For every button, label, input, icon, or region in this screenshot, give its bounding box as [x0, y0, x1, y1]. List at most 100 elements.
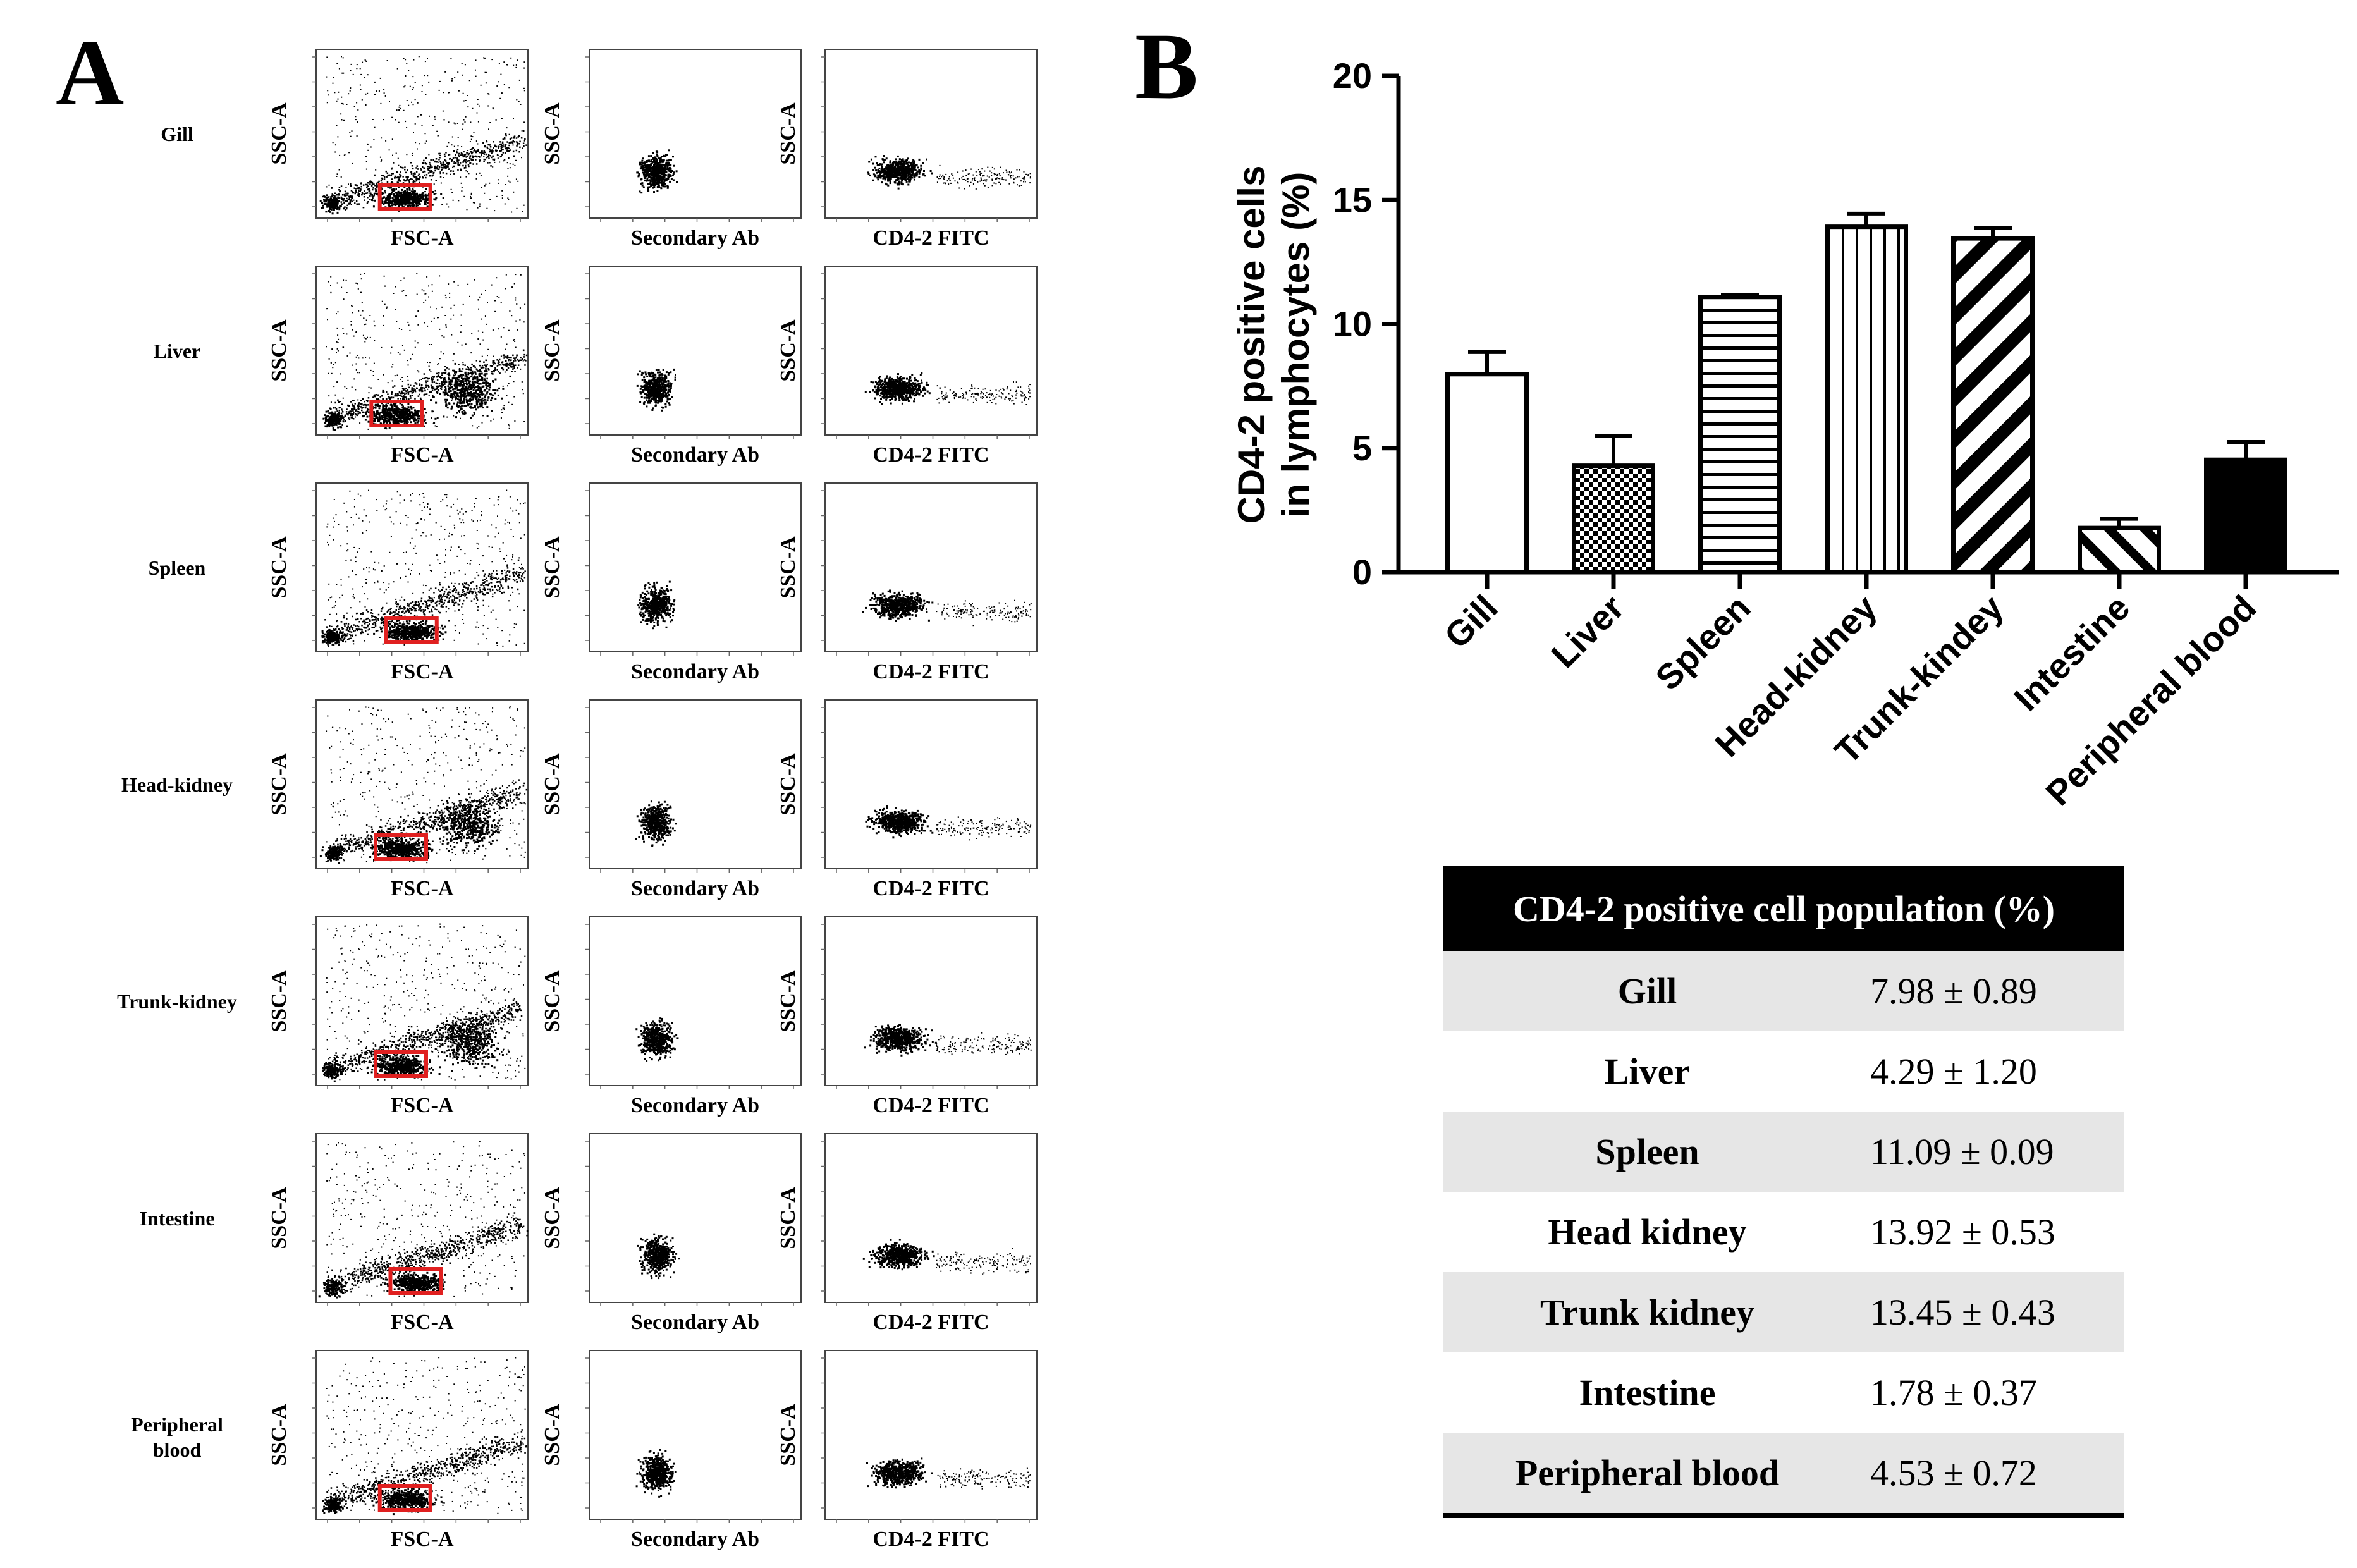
flow-plot: SSC-A CD4-2 FITC [776, 916, 1038, 1117]
flow-plot-grid: Gill SSC-A FSC-A SSC-A Secondary Ab SSC-A CD4-… [117, 49, 1038, 1551]
flow-plot: SSC-A FSC-A [267, 1133, 529, 1334]
panel-label-b: B [1135, 14, 1198, 119]
flow-y-label: SSC-A [541, 319, 564, 382]
flow-plot: SSC-A Secondary Ab [541, 1133, 802, 1334]
bar [1572, 463, 1655, 575]
flow-plot: SSC-A Secondary Ab [541, 916, 802, 1117]
flow-x-label: CD4-2 FITC [872, 226, 989, 250]
table-tissue: Gill [1443, 951, 1851, 1031]
flow-x-label: Secondary Ab [631, 226, 759, 250]
flow-plot: SSC-A CD4-2 FITC [776, 482, 1038, 683]
table-tissue: Trunk kidney [1443, 1272, 1851, 1352]
flow-plot: SSC-A FSC-A [267, 49, 529, 250]
flow-events [318, 1141, 529, 1299]
flow-y-label: SSC-A [776, 970, 800, 1032]
panel-label-a: A [56, 20, 124, 125]
flow-plot: SSC-A FSC-A [267, 916, 529, 1117]
y-tick-label: 20 [1333, 56, 1372, 95]
flow-plot-frame [824, 1350, 1038, 1520]
flow-x-label: FSC-A [390, 660, 454, 683]
flow-row-label: Trunk-kidney [117, 990, 237, 1013]
flow-plot-frame [824, 1133, 1038, 1303]
y-axis-title-line2: in lymphocytes (%) [1275, 172, 1317, 518]
table-row: Head kidney 13.92 ± 0.53 [1443, 1192, 2124, 1272]
table-tissue: Peripheral blood [1443, 1433, 1851, 1518]
flow-y-label: SSC-A [776, 319, 800, 382]
x-tick-label: Spleen [1648, 587, 1758, 697]
table-row: Trunk kidney 13.45 ± 0.43 [1443, 1272, 2124, 1352]
flow-events [865, 805, 1032, 841]
table-tissue: Liver [1443, 1031, 1851, 1112]
flow-y-label: SSC-A [541, 970, 564, 1032]
flow-x-label: Secondary Ab [631, 877, 759, 900]
flow-x-label: Secondary Ab [631, 443, 759, 467]
x-tick-label: Intestine [2006, 587, 2137, 718]
table-value: 13.92 ± 0.53 [1851, 1192, 2124, 1272]
y-tick-label: 15 [1333, 180, 1372, 219]
flow-y-label: SSC-A [267, 536, 291, 599]
flow-row-label: Head-kidney [121, 773, 233, 796]
flow-plot: SSC-A Secondary Ab [541, 482, 802, 683]
flow-plot: SSC-A FSC-A [267, 699, 529, 900]
flow-events [637, 1233, 680, 1280]
flow-x-label: Secondary Ab [631, 1528, 759, 1551]
bar [2078, 525, 2161, 575]
flow-plot: SSC-A Secondary Ab [541, 1350, 802, 1551]
table-tissue: Head kidney [1443, 1192, 1851, 1272]
flow-events [636, 149, 678, 194]
flow-events [636, 368, 676, 412]
flow-y-label: SSC-A [541, 1404, 564, 1466]
bar [1445, 372, 1529, 575]
flow-plot: SSC-A CD4-2 FITC [776, 699, 1038, 900]
bar-chart-panel: B CD4-2 positive cells in lymphocytes (%… [1135, 14, 2339, 813]
flow-row-label: Liver [154, 340, 201, 362]
table-tissue: Spleen [1443, 1112, 1851, 1192]
flow-x-label: FSC-A [390, 1528, 454, 1551]
flow-events [321, 489, 526, 647]
table-row: Spleen 11.09 ± 0.09 [1443, 1112, 2124, 1192]
table-value: 4.29 ± 1.20 [1851, 1031, 2124, 1112]
flow-row-label: Peripheral blood [131, 1413, 223, 1461]
flow-x-label: CD4-2 FITC [872, 877, 989, 900]
lymphocyte-gate [377, 183, 432, 211]
flow-x-label: FSC-A [390, 1094, 454, 1117]
bar [2204, 457, 2287, 575]
flow-plot-frame [589, 916, 802, 1086]
flow-y-label: SSC-A [541, 102, 564, 165]
table-row: Intestine 1.78 ± 0.37 [1443, 1352, 2124, 1433]
flow-y-label: SSC-A [776, 102, 800, 165]
table-header: CD4-2 positive cell population (%) [1443, 866, 2124, 951]
flow-x-label: Secondary Ab [631, 1094, 759, 1117]
flow-plot-frame [824, 699, 1038, 869]
flow-plot: SSC-A FSC-A [267, 482, 529, 683]
flow-x-label: CD4-2 FITC [872, 1311, 989, 1334]
flow-events [635, 1449, 677, 1498]
flow-plot-frame [315, 916, 529, 1086]
flow-x-label: CD4-2 FITC [872, 660, 989, 683]
flow-y-label: SSC-A [776, 536, 800, 599]
flow-plot-frame [589, 482, 802, 652]
flow-plot-frame [589, 1350, 802, 1520]
flow-plot: SSC-A CD4-2 FITC [776, 49, 1038, 250]
table-row: Peripheral blood 4.53 ± 0.72 [1443, 1433, 2124, 1518]
flow-plot-frame [589, 266, 802, 436]
flow-y-label: SSC-A [541, 1187, 564, 1249]
flow-plot-frame [824, 482, 1038, 652]
flow-y-label: SSC-A [776, 1404, 800, 1466]
flow-plot: SSC-A CD4-2 FITC [776, 1133, 1038, 1334]
flow-y-label: SSC-A [267, 753, 291, 816]
flow-cytometry-panel: A Gill SSC-A FSC-A SSC-A Secondary Ab SSC-A CD… [56, 20, 1038, 1551]
flow-plot: SSC-A CD4-2 FITC [776, 266, 1038, 467]
flow-x-label: FSC-A [390, 1311, 454, 1334]
y-axis-title-line1: CD4-2 positive cells [1230, 166, 1273, 524]
flow-row-label: Spleen [149, 556, 206, 579]
flow-plot-frame [589, 1133, 802, 1303]
flow-events [862, 589, 1032, 627]
flow-y-label: SSC-A [267, 1404, 291, 1466]
bar [1951, 236, 2035, 575]
flow-events [635, 1017, 679, 1062]
bar [1825, 224, 1908, 575]
flow-plot-frame [589, 699, 802, 869]
x-axis-labels: Gill Liver SpleenHead-kidneyTrunk-kindeyIn… [1436, 572, 2263, 813]
table-value: 1.78 ± 0.37 [1851, 1352, 2124, 1433]
